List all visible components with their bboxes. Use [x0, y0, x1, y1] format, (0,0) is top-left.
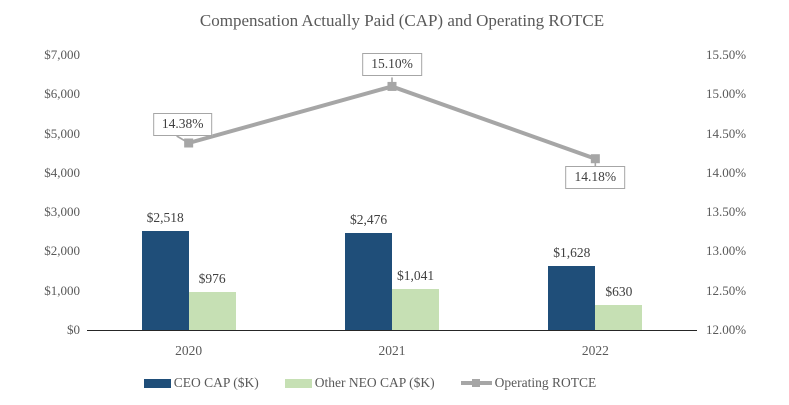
right-axis-tick: 13.00% [706, 243, 747, 259]
legend-line-marker-swatch [460, 378, 492, 388]
legend: CEO CAP ($K) Other NEO CAP ($K) Operating … [0, 375, 740, 391]
bar-data-label: $976 [198, 270, 226, 286]
right-axis-tick: 14.50% [706, 125, 747, 141]
rotce-marker-2020 [184, 138, 194, 148]
bar-data-label: $1,041 [396, 268, 435, 284]
legend-line-swatch-marker [471, 378, 480, 387]
bar-ceo-cap-k-2022 [548, 266, 596, 330]
right-axis-tick: 14.00% [706, 164, 747, 180]
left-axis-tick: $7,000 [44, 47, 80, 62]
left-axis-tick: $3,000 [44, 204, 80, 220]
bar-other-neo-cap-k-2020 [188, 291, 236, 330]
right-axis-tick: 12.00% [706, 322, 747, 337]
left-axis-tick: $4,000 [44, 164, 80, 180]
legend-bar-swatch [143, 378, 171, 388]
bar-ceo-cap-k-2021 [345, 232, 392, 330]
right-axis-tick: 15.50% [706, 47, 747, 62]
right-axis-tick: 13.50% [706, 204, 747, 220]
legend-item-other-neo-cap-k: Other NEO CAP ($K) [284, 375, 435, 391]
left-axis-tick: $2,000 [44, 243, 80, 259]
legend-label: CEO CAP ($K) [173, 375, 259, 390]
right-axis-tick: 15.00% [706, 86, 747, 102]
category-label-2020: 2020 [175, 343, 203, 358]
category-label-2022: 2022 [581, 343, 609, 358]
rotce-data-label-2020: 14.38% [152, 113, 213, 136]
left-axis-tick: $5,000 [44, 125, 80, 141]
right-axis-tick: 12.50% [706, 282, 747, 298]
bar-data-label: $2,518 [146, 210, 184, 226]
left-axis-tick: $0 [67, 322, 80, 337]
legend-item-operating-rotce: Operating ROTCE [460, 375, 597, 391]
legend-label: Other NEO CAP ($K) [314, 375, 435, 390]
rotce-data-label-2022: 14.18% [565, 165, 626, 189]
left-axis-tick: $1,000 [44, 282, 80, 298]
bar-data-label: $1,628 [553, 245, 591, 261]
x-axis-line [87, 329, 697, 331]
bar-data-label: $630 [605, 284, 633, 300]
bar-other-neo-cap-k-2021 [392, 289, 439, 330]
bar-data-label: $2,476 [349, 211, 388, 227]
rotce-data-label-2021: 15.10% [362, 53, 422, 77]
bar-other-neo-cap-k-2022 [595, 305, 643, 330]
left-axis-tick: $6,000 [44, 86, 80, 102]
chart-title: Compensation Actually Paid (CAP) and Ope… [199, 11, 605, 30]
legend-item-ceo-cap-k: CEO CAP ($K) [143, 375, 259, 391]
operating-rotce-line [188, 84, 597, 161]
legend-bar-swatch [284, 378, 312, 388]
bar-ceo-cap-k-2020 [141, 231, 189, 330]
rotce-marker-2022 [590, 154, 600, 164]
rotce-marker-2021 [387, 81, 397, 91]
category-label-2021: 2021 [378, 343, 406, 358]
legend-label: Operating ROTCE [494, 375, 597, 390]
